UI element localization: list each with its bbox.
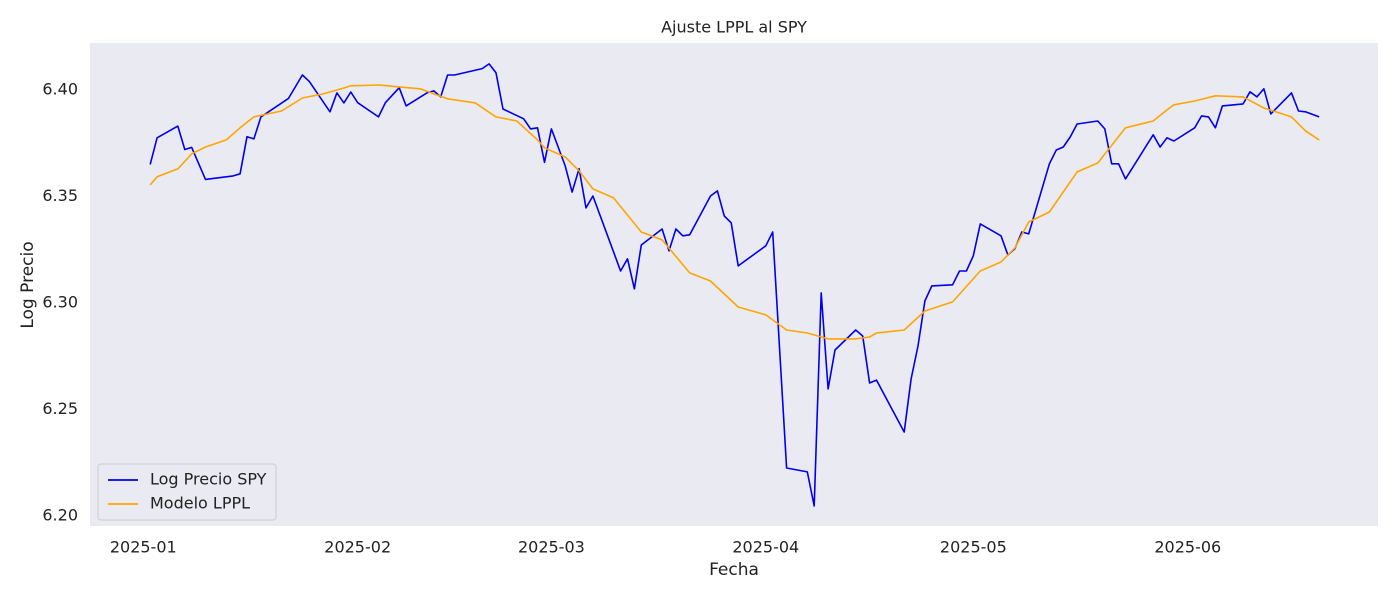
x-tick-label: 2025-04 [732, 538, 799, 557]
data-line [149, 63, 1320, 507]
y-tick-label: 6.35 [42, 186, 78, 205]
legend-label: Modelo LPPL [150, 494, 250, 513]
y-axis-label: Log Precio [18, 241, 38, 328]
y-tick-label: 6.40 [42, 79, 78, 98]
y-tick-label: 6.30 [42, 292, 78, 311]
x-axis-label: Fecha [709, 560, 759, 580]
x-tick-label: 2025-05 [940, 538, 1007, 557]
x-tick-label: 2025-03 [518, 538, 585, 557]
chart-title: Ajuste LPPL al SPY [661, 18, 807, 37]
data-line [149, 84, 1320, 340]
y-tick-label: 6.25 [42, 399, 78, 418]
legend-box [97, 463, 277, 521]
y-tick-label: 6.20 [42, 505, 78, 524]
x-tick-label: 2025-02 [324, 538, 391, 557]
legend-label: Log Precio SPY [150, 470, 267, 489]
plot-area [90, 43, 1378, 526]
x-tick-label: 2025-01 [110, 538, 177, 557]
x-tick-label: 2025-06 [1154, 538, 1221, 557]
